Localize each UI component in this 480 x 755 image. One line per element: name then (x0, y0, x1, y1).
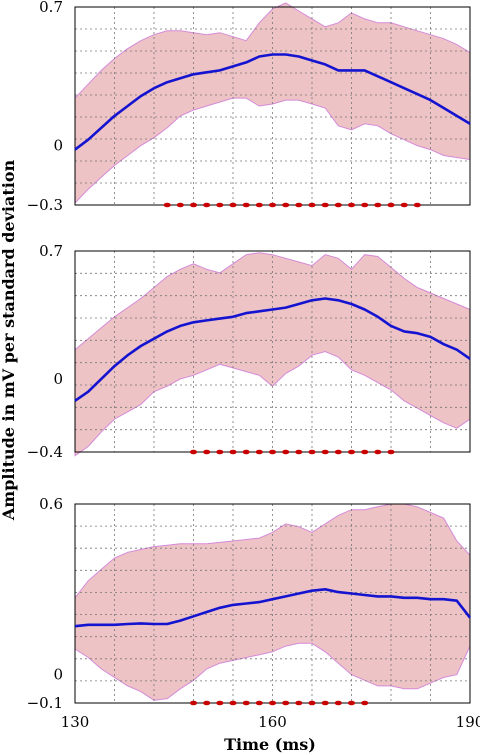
significance-marker (255, 202, 263, 208)
significance-marker (203, 449, 211, 455)
significance-marker (268, 202, 277, 208)
significance-marker (229, 202, 237, 208)
significance-marker (387, 202, 395, 208)
significance-marker (255, 449, 263, 455)
panel-2: 0.7 0 −0.4 (27, 242, 471, 461)
panel-3-mean-line (74, 587, 472, 628)
significance-marker (176, 202, 184, 208)
significance-marker (216, 449, 224, 455)
significance-marker (321, 202, 329, 208)
panel-1-mean-line (74, 53, 471, 151)
significance-marker (308, 202, 316, 208)
significance-marker (387, 449, 395, 455)
significance-marker (282, 202, 290, 208)
significance-marker (229, 449, 237, 455)
significance-marker (282, 700, 290, 706)
significance-marker (308, 700, 316, 706)
significance-marker (203, 202, 211, 208)
y-tick-label: 0.7 (39, 0, 63, 16)
panel-1: 0.7 0 −0.3 (27, 0, 471, 214)
y-tick-label: 0 (53, 370, 63, 388)
significance-marker (268, 449, 277, 455)
significance-marker (347, 449, 356, 455)
significance-marker (189, 202, 198, 208)
significance-marker (163, 202, 171, 208)
significance-marker (413, 202, 421, 208)
significance-marker (308, 449, 316, 455)
significance-marker (361, 202, 369, 208)
panel-2-mean-line (74, 297, 471, 402)
significance-marker (242, 202, 250, 208)
significance-marker (189, 449, 198, 455)
significance-marker (216, 202, 224, 208)
significance-marker (321, 449, 329, 455)
significance-marker (189, 700, 198, 706)
y-axis-label: Amplitude in mV per standard deviation (0, 160, 18, 522)
significance-marker (334, 700, 342, 706)
y-tick-label: 0.6 (39, 495, 63, 513)
y-tick-label: −0.1 (27, 694, 63, 712)
significance-marker (282, 449, 290, 455)
significance-marker (400, 202, 408, 208)
significance-marker (361, 700, 369, 706)
significance-marker (295, 700, 303, 706)
y-tick-label: −0.4 (27, 443, 63, 461)
significance-marker (203, 700, 211, 706)
y-tick-label: 0.7 (39, 242, 63, 260)
significance-marker (242, 449, 250, 455)
significance-marker (374, 202, 382, 208)
significance-marker (334, 202, 342, 208)
x-tick-label: 190 (456, 713, 480, 731)
significance-marker (295, 449, 303, 455)
y-tick-label: 0 (53, 137, 63, 155)
significance-marker (347, 700, 356, 706)
y-tick-label: −0.3 (27, 196, 63, 214)
significance-marker (229, 700, 237, 706)
significance-marker (268, 700, 277, 706)
x-axis-label: Time (ms) (224, 735, 316, 754)
significance-marker (321, 700, 329, 706)
x-tick-label: 160 (258, 713, 287, 731)
significance-marker (216, 700, 224, 706)
significance-marker (255, 700, 263, 706)
x-tick-label: 130 (61, 713, 90, 731)
panel-2-std-band (74, 252, 471, 457)
significance-marker (242, 700, 250, 706)
chart-panels: 0.7 0 −0.3 0.7 0 −0.4 0.6 0 −0.1 (27, 0, 472, 712)
y-tick-label: 0 (53, 666, 63, 684)
significance-marker (295, 202, 303, 208)
panel-3: 0.6 0 −0.1 (27, 495, 472, 712)
significance-marker (334, 449, 342, 455)
significance-marker (347, 202, 356, 208)
significance-marker (374, 449, 382, 455)
x-tick-labels: 130 160 190 (61, 713, 480, 731)
significance-marker (361, 449, 369, 455)
